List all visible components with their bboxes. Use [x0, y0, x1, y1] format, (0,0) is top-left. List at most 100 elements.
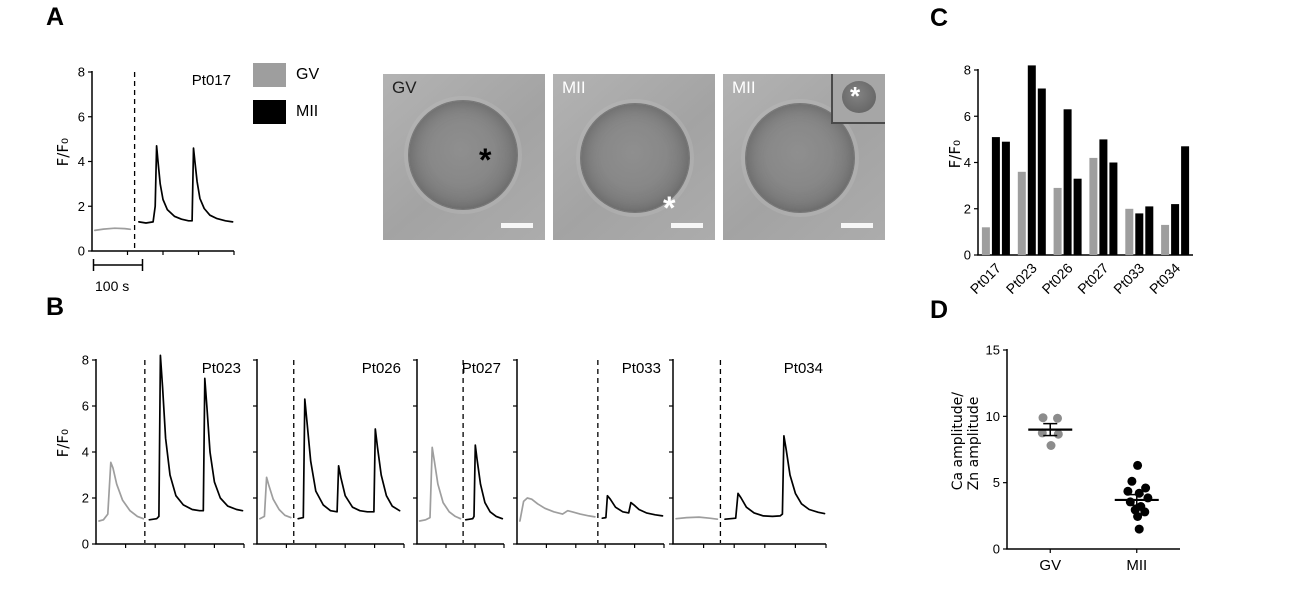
y-tick-label: 0: [78, 244, 85, 259]
time-scalebar: 100 s: [92, 258, 144, 294]
trace-gv: [98, 461, 145, 522]
bar-mii: [1099, 139, 1108, 255]
bar-mii: [1171, 204, 1180, 255]
y-tick-label: 6: [82, 399, 89, 414]
scale-bar: [501, 223, 533, 228]
point-mii: [1133, 512, 1143, 521]
bar-mii: [1135, 213, 1144, 255]
bar-mii: [1073, 178, 1082, 255]
time-scalebar-label: 100 s: [95, 278, 130, 294]
point-mii: [1134, 524, 1144, 534]
oocyte: [581, 104, 689, 212]
panel-b-label: B: [46, 293, 65, 321]
point-mii: [1127, 476, 1137, 486]
patient-id-label: Pt027: [462, 360, 501, 377]
panel-c-bar-chart: 0 2 4 6 8 Pt017 Pt023 Pt026 Pt027 Pt033 Pt034: [948, 52, 1203, 317]
scale-bar: [841, 223, 873, 228]
patient-id-label: Pt017: [192, 72, 231, 89]
scalebar-bracket: [92, 259, 144, 271]
category-label: Pt034: [1146, 260, 1183, 297]
micrograph-stage-label: MII: [732, 78, 756, 97]
gv-color-swatch: [253, 63, 286, 87]
micrograph-mii-1: MII *: [553, 74, 715, 240]
mii-color-swatch: [253, 100, 286, 124]
legend-row-gv: GV: [253, 63, 319, 87]
y-tick-label: 4: [78, 154, 85, 169]
trace-gv: [519, 497, 596, 522]
y-tick-label: 0: [82, 537, 89, 552]
y-tick-label: 8: [964, 63, 971, 78]
category-label: Pt017: [967, 260, 1004, 297]
y-tick-label: 6: [964, 109, 971, 124]
trace-gv: [675, 516, 719, 521]
bar-mii: [1063, 109, 1072, 255]
bar-mii: [1001, 141, 1010, 255]
micrograph-gv: GV *: [383, 74, 545, 240]
panel-b-trace-pt023: 0 2 4 6 8 Pt023: [66, 350, 248, 560]
bar-mii: [1181, 146, 1190, 255]
category-label: Pt023: [1003, 260, 1040, 297]
trace-mii: [724, 435, 826, 521]
point-mii: [1140, 507, 1150, 517]
micrograph-mii-2: MII *: [723, 74, 885, 240]
bar-gv: [1089, 157, 1098, 255]
bar-gv: [1053, 187, 1062, 255]
panel-c-label: C: [930, 4, 949, 32]
panel-b-trace-pt033: Pt033: [512, 350, 668, 560]
y-tick-label: 6: [78, 109, 85, 124]
mii-legend-label: MII: [296, 103, 319, 120]
point-gv: [1038, 413, 1048, 423]
legend-row-mii: MII: [253, 100, 319, 124]
bar-mii: [1037, 88, 1046, 255]
stage-legend: GV MII: [253, 63, 319, 137]
x-category-label: GV: [1039, 557, 1061, 574]
y-tick-label: 0: [993, 542, 1000, 557]
x-category-label: MII: [1126, 557, 1147, 574]
y-tick-label: 2: [964, 201, 971, 216]
y-tick-label: 4: [82, 445, 89, 460]
bar-gv: [1161, 224, 1170, 255]
inset-asterisk: *: [850, 81, 861, 111]
Pt017-svg: 0 2 4 6 8 Pt017: [78, 65, 235, 259]
trace-gv: [259, 476, 292, 520]
micrograph-stage-label: MII: [562, 78, 586, 97]
Pt033-svg: Pt033: [513, 359, 665, 548]
y-tick-label: 4: [964, 155, 971, 170]
point-gv: [1053, 429, 1063, 439]
bar-mii: [1109, 162, 1118, 255]
category-label: Pt027: [1074, 260, 1111, 297]
point-mii: [1141, 483, 1151, 493]
y-tick-label: 0: [964, 248, 971, 263]
panel-d-scatter-chart: 0 5 10 15 GV MII: [955, 338, 1220, 583]
oocyte: [409, 101, 517, 209]
patient-id-label: Pt034: [784, 360, 823, 377]
panel-a-trace-chart: 0 2 4 6 8 Pt017: [62, 62, 242, 267]
gv-legend-label: GV: [296, 66, 320, 83]
panel-b-trace-pt026: Pt026: [252, 350, 408, 560]
panel-a-label: A: [46, 3, 65, 31]
trace-mii: [601, 494, 664, 520]
patient-id-label: Pt023: [202, 360, 241, 377]
point-gv: [1053, 413, 1062, 423]
trace-mii: [138, 144, 234, 224]
inset-box: *: [831, 74, 885, 124]
bar-mii: [1145, 206, 1154, 255]
bar-mii: [991, 137, 1000, 255]
category-label: Pt026: [1039, 260, 1076, 297]
asterisk-marker: *: [663, 190, 676, 226]
trace-mii: [297, 398, 401, 520]
point-mii: [1143, 493, 1153, 503]
bar-mii: [1027, 65, 1036, 256]
scale-bar: [671, 223, 703, 228]
trace-mii: [464, 444, 504, 521]
Pt027-svg: Pt027: [413, 359, 505, 548]
trace-gv: [418, 446, 462, 522]
panel-b-trace-pt034: Pt034: [668, 350, 830, 560]
panel-d-label: D: [930, 296, 949, 324]
category-label: Pt033: [1110, 260, 1147, 297]
Pt034-svg: Pt034: [669, 359, 827, 548]
bar-gv: [981, 227, 990, 256]
micrograph-stage-label: GV: [392, 78, 417, 97]
